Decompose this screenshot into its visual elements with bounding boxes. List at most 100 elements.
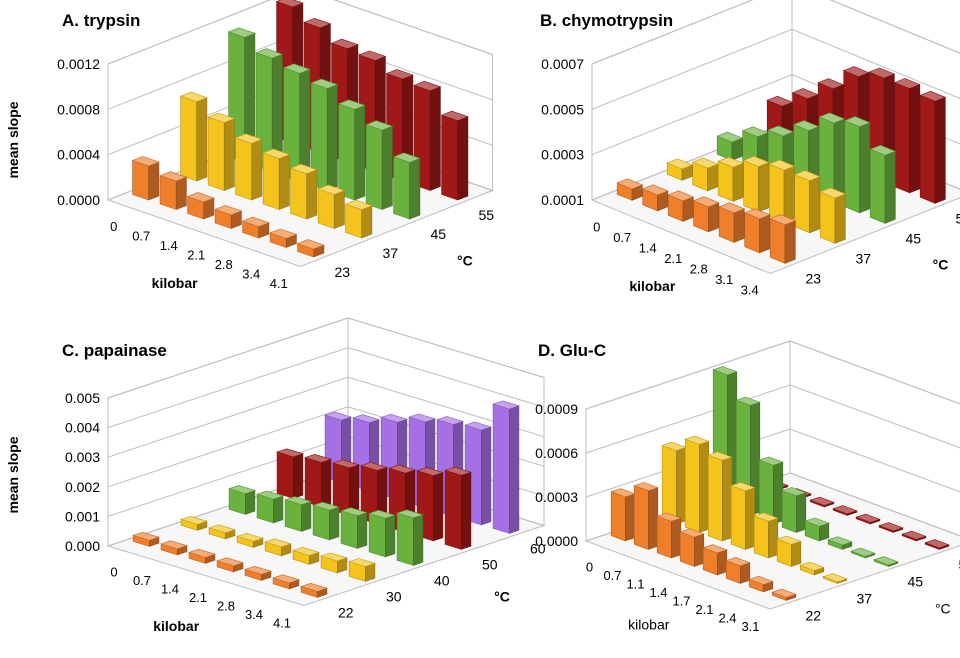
bar-side-face — [784, 220, 796, 264]
chart-title: C. papainase — [62, 341, 167, 360]
x-axis-label: kilobar — [153, 618, 199, 634]
bar-22-2.1 — [216, 557, 244, 573]
bar-front-face — [781, 490, 797, 533]
bar-side-face — [647, 487, 659, 550]
z-tick-label: 30 — [386, 589, 402, 605]
bar-top-face — [272, 574, 300, 584]
bar-23-2.1 — [692, 196, 720, 233]
bar-top-face — [396, 509, 424, 519]
bar-top-face — [282, 63, 311, 74]
bar-front-face — [707, 454, 723, 542]
bar-side-face — [795, 492, 807, 533]
bar-top-face — [275, 0, 304, 8]
x-tick-label: 2.1 — [187, 247, 205, 262]
bar-front-face — [610, 491, 626, 542]
bar-front-face — [656, 515, 672, 559]
x-tick-label: 4.1 — [273, 615, 291, 630]
bar-37-1.4 — [234, 133, 263, 201]
bar-side-face — [301, 501, 312, 532]
chart-title: B. chymotrypsin — [540, 11, 673, 30]
z-axis-label: °C — [933, 257, 949, 273]
bar-top-face — [878, 522, 904, 532]
z-axis-label: °C — [935, 600, 951, 616]
bar-40-1.4 — [284, 496, 312, 532]
bar-22-0.7 — [160, 540, 188, 556]
bar-30-0 — [180, 515, 208, 531]
x-tick-label: 0 — [110, 564, 117, 579]
bar-45-3.1 — [843, 116, 871, 214]
bar-45-2.4 — [850, 547, 876, 559]
bar-top-face — [924, 539, 950, 549]
bar-side-face — [196, 97, 208, 182]
bar-front-face — [276, 451, 294, 499]
bar-top-face — [767, 125, 795, 137]
bar-front-face — [794, 174, 810, 234]
bar-top-face — [264, 538, 292, 548]
x-tick-label: 1.7 — [672, 593, 690, 608]
bar-front-face — [679, 531, 695, 567]
gridline — [107, 347, 545, 429]
bar-40-3.4 — [368, 509, 396, 558]
bar-front-face — [262, 152, 280, 210]
bar-front-face — [159, 175, 177, 210]
bar-top-face — [160, 540, 188, 550]
bar-top-face — [312, 501, 340, 511]
bar-side-face — [245, 489, 256, 515]
bar-top-face — [667, 190, 695, 202]
bar-side-face — [354, 104, 366, 201]
bar-top-face — [901, 530, 927, 540]
z-tick-label: 55 — [479, 207, 495, 223]
bar-top-face — [742, 155, 770, 167]
y-tick-label: 0.003 — [65, 449, 100, 465]
bar-front-face — [207, 116, 225, 191]
bar-55-3.4 — [919, 90, 947, 204]
bar-front-face — [730, 485, 746, 550]
x-axis-label: kilobar — [629, 278, 675, 294]
bar-front-face — [492, 403, 510, 534]
bar-side-face — [251, 138, 263, 201]
bar-side-face — [772, 461, 784, 525]
bar-top-face — [633, 482, 659, 492]
bar-side-face — [148, 161, 160, 201]
bar-23-3.4 — [769, 214, 797, 264]
bar-front-face — [753, 515, 769, 559]
bar-side-face — [708, 202, 720, 233]
bar-37-3.1 — [793, 170, 821, 234]
bar-front-face — [661, 444, 677, 525]
bar-22-4.1 — [300, 582, 328, 598]
x-axis-label: kilobar — [628, 617, 670, 633]
bar-side-face — [859, 122, 871, 214]
bar-side-face — [790, 540, 802, 567]
bar-37-3.1 — [822, 573, 848, 584]
bar-22-0.7 — [633, 482, 659, 550]
bar-front-face — [368, 512, 386, 558]
bar-22-2.8 — [244, 565, 272, 581]
bar-top-face — [730, 482, 756, 492]
bar-top-face — [256, 490, 284, 500]
x-tick-label: 1.4 — [649, 585, 667, 600]
bar-side-face — [693, 533, 705, 567]
bar-side-face — [675, 446, 687, 525]
bar-40-4.1 — [396, 509, 424, 566]
bar-top-face — [380, 413, 408, 423]
z-tick-label: 55 — [959, 557, 960, 573]
bar-30-0.7 — [208, 524, 236, 540]
bar-top-face — [214, 205, 243, 216]
bar-50-1.4 — [332, 459, 360, 516]
x-tick-label: 3.1 — [741, 619, 759, 634]
bar-55-1.4 — [832, 505, 858, 516]
bar-23-2.8 — [241, 216, 270, 239]
bar-front-face — [304, 457, 322, 508]
bar-top-face — [758, 456, 784, 466]
bar-23-1.4 — [667, 190, 695, 222]
bar-top-face — [337, 99, 366, 110]
bar-side-face — [733, 208, 745, 243]
bar-side-face — [834, 193, 846, 244]
z-axis-label: °C — [494, 589, 510, 605]
bar-top-face — [228, 485, 256, 494]
z-tick-label: 40 — [434, 573, 450, 589]
bar-23-2.8 — [718, 202, 746, 243]
bar-side-face — [278, 154, 290, 210]
bar-top-face — [324, 411, 352, 421]
